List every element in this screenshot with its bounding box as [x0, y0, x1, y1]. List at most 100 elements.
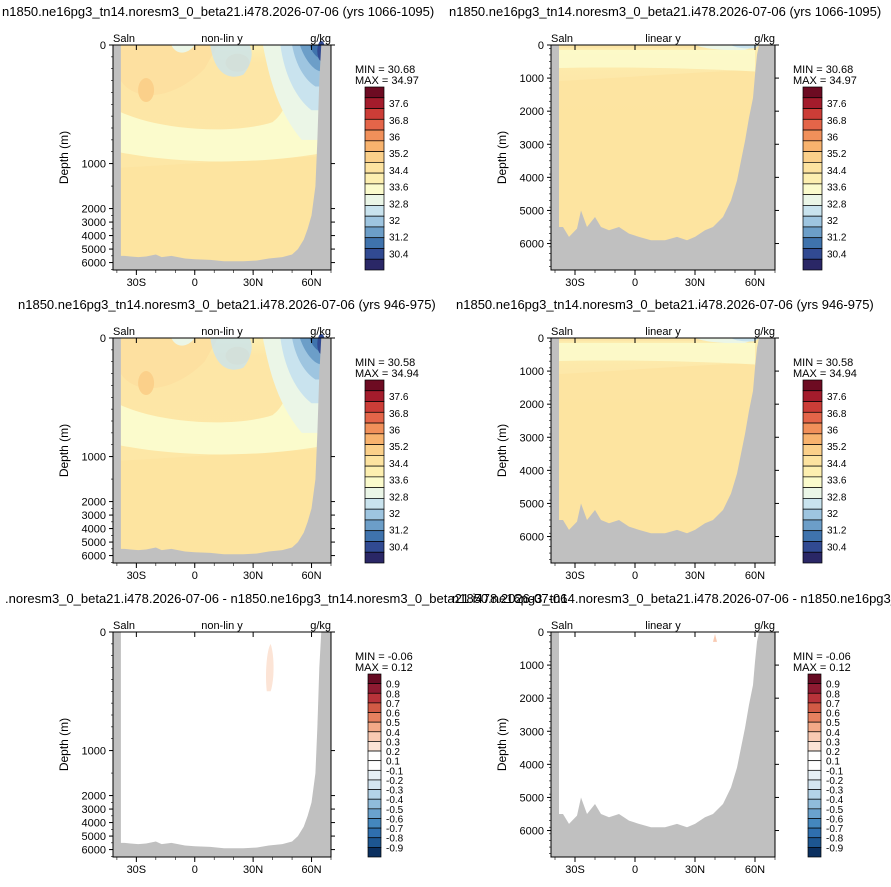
colorbar-box	[367, 750, 382, 762]
colorbar-label: 0.5	[826, 718, 840, 729]
plot-frame	[112, 631, 332, 858]
colorbar-label: 0.1	[386, 757, 400, 768]
colorbar-box	[367, 731, 382, 742]
land-mask	[551, 632, 775, 857]
colorbar-box	[802, 205, 823, 217]
colorbar-box	[802, 541, 823, 553]
panel-title-r2-right: n1850.ne16pg3_tn14.noresm3_0_beta21.i478…	[456, 297, 874, 312]
colorbar-box	[802, 498, 823, 510]
y-axis-label: Depth (m)	[495, 131, 509, 184]
colorbar-label: 0.8	[386, 689, 400, 700]
variable-label: Saln	[551, 326, 573, 338]
colorbar-box	[364, 433, 385, 445]
colorbar-label: 30.4	[389, 249, 409, 260]
min-value-text: MIN = -0.06	[793, 651, 851, 663]
colorbar-label: 0.3	[386, 737, 400, 748]
colorbar-box	[367, 721, 382, 733]
deep-water-band	[551, 69, 775, 270]
colorbar-box	[367, 692, 382, 704]
x-tick-label: 60N	[745, 277, 765, 289]
colorbar-label: 32.8	[389, 492, 409, 503]
x-tick-label: 30S	[127, 570, 147, 582]
colorbar-label: 37.6	[389, 392, 409, 403]
deep-water-band	[113, 156, 331, 270]
colorbar-box	[364, 401, 385, 413]
colorbar-label: 33.6	[827, 476, 847, 487]
colorbar-label: 0.3	[826, 737, 840, 748]
x-tick-label: 0	[192, 277, 198, 289]
colorbar-label: -0.2	[826, 776, 844, 787]
y-tick-label: 6000	[82, 845, 106, 857]
colorbar-label: 32.8	[389, 199, 409, 210]
colorbar-box	[364, 411, 385, 424]
colorbar-box	[802, 508, 823, 521]
colorbar-label: -0.1	[386, 766, 404, 777]
unit-label: g/kg	[310, 326, 331, 338]
x-tick-label: 30S	[565, 570, 585, 582]
colorbar-box	[802, 422, 823, 435]
panel-title-r3-right: n1850.ne16pg3_tn14.noresm3_0_beta21.i478…	[452, 591, 891, 606]
colorbar-box	[802, 379, 823, 392]
colorbar-box	[367, 789, 382, 800]
panel-title-r2-left: n1850.ne16pg3_tn14.noresm3_0_beta21.i478…	[18, 297, 436, 312]
colorbar-box	[364, 455, 385, 467]
colorbar-label: 33.6	[389, 476, 409, 487]
colorbar-label: 32	[827, 216, 839, 227]
y-tick-label: 5000	[520, 498, 544, 510]
deep-water-band	[551, 362, 775, 563]
colorbar-box	[364, 140, 385, 152]
colorbar-label: 0.7	[826, 699, 840, 710]
x-tick-label: 30S	[565, 864, 585, 876]
x-tick-label: 60N	[301, 277, 321, 289]
colorbar-label: 36.8	[827, 116, 847, 127]
colorbar-box	[802, 476, 823, 488]
unit-label: g/kg	[754, 326, 775, 338]
x-tick-label: 60N	[301, 864, 321, 876]
colorbar-box	[802, 401, 823, 413]
y-tick-label: 2000	[82, 497, 106, 509]
x-tick-label: 0	[192, 864, 198, 876]
colorbar-label: -0.5	[386, 805, 404, 816]
colorbar-box	[367, 847, 382, 858]
colorbar-box	[807, 789, 822, 800]
x-tick-label: 60N	[745, 570, 765, 582]
colorbar-label: 36	[827, 133, 839, 144]
colorbar-box	[807, 731, 822, 742]
colorbar-label: 32	[389, 509, 401, 520]
unit-label: g/kg	[310, 33, 331, 45]
y-tick-label: 0	[538, 627, 544, 639]
colorbar-box	[364, 530, 385, 542]
land-mask	[113, 338, 331, 563]
variable-label: Saln	[551, 33, 573, 45]
x-tick-label: 30N	[243, 864, 263, 876]
x-tick-label: 30N	[243, 277, 263, 289]
colorbar-box	[802, 487, 823, 499]
y-tick-label: 2000	[82, 791, 106, 803]
colorbar-box	[364, 519, 385, 532]
colorbar-box	[367, 769, 382, 781]
x-tick-label: 60N	[301, 570, 321, 582]
colorbar-label: -0.7	[386, 824, 404, 835]
colorbar-box	[802, 237, 823, 249]
surface-layer	[551, 45, 775, 49]
colorbar-label: 35.2	[389, 149, 409, 160]
colorbar-box	[807, 779, 822, 790]
y-tick-label: 6000	[82, 258, 106, 270]
colorbar-box	[364, 151, 385, 163]
y-tick-label: 4000	[520, 759, 544, 771]
x-tick-label: 30N	[243, 570, 263, 582]
colorbar-label: 30.4	[827, 249, 847, 260]
y-tick-label: 0	[100, 40, 106, 52]
colorbar-label: 36	[389, 133, 401, 144]
y-tick-label: 3000	[82, 804, 106, 816]
colorbar-box	[367, 808, 382, 819]
colorbar-box	[807, 818, 822, 829]
colorbar-box	[802, 433, 823, 445]
colorbar-box	[802, 465, 823, 478]
colorbar-box	[802, 129, 823, 142]
y-tick-label: 1000	[520, 366, 544, 378]
colorbar-box	[802, 226, 823, 239]
y-tick-label: 2000	[520, 106, 544, 118]
